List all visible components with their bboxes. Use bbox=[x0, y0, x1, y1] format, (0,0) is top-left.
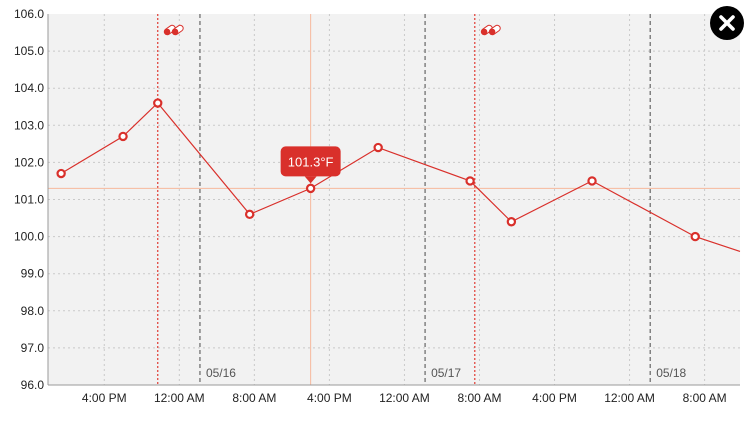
y-tick-label: 100.0 bbox=[14, 230, 44, 244]
x-tick-label: 12:00 AM bbox=[604, 391, 655, 405]
pill-capsule-half bbox=[489, 28, 496, 35]
tooltip-box bbox=[280, 146, 341, 177]
x-tick-label: 4:00 PM bbox=[532, 391, 577, 405]
x-tick-label: 8:00 AM bbox=[232, 391, 276, 405]
y-tick-label: 96.0 bbox=[21, 378, 45, 392]
data-point bbox=[153, 98, 163, 108]
pill-capsule bbox=[480, 24, 493, 36]
crosshair bbox=[48, 14, 740, 385]
x-tick-label: 12:00 AM bbox=[379, 391, 430, 405]
x-tick-label: 12:00 AM bbox=[154, 391, 205, 405]
data-point bbox=[244, 209, 255, 220]
close-icon bbox=[719, 15, 735, 31]
data-point bbox=[56, 168, 66, 179]
data-point bbox=[690, 231, 700, 242]
y-tick-label: 105.0 bbox=[14, 44, 44, 58]
y-tick-label: 103.0 bbox=[14, 118, 44, 132]
x-tick-label: 8:00 AM bbox=[457, 391, 501, 405]
grid bbox=[48, 14, 740, 385]
day-marker-label: 05/17 bbox=[431, 366, 461, 380]
pill-capsule-half bbox=[481, 28, 488, 35]
data-point bbox=[587, 176, 597, 186]
close-button[interactable] bbox=[710, 6, 744, 40]
vertical-markers: 05/16 05/17 05/18 bbox=[157, 14, 687, 385]
pill-capsule bbox=[171, 24, 184, 36]
data-point bbox=[118, 131, 128, 142]
y-tick-label: 98.0 bbox=[21, 304, 45, 318]
pill-capsule bbox=[163, 24, 176, 36]
data-point bbox=[506, 217, 517, 227]
x-tick-label: 8:00 AM bbox=[683, 391, 727, 405]
pill-capsule-half bbox=[164, 28, 171, 35]
data-point bbox=[305, 183, 316, 194]
series bbox=[56, 98, 741, 252]
data-point bbox=[373, 142, 383, 153]
tooltip-value: 101.3°F bbox=[288, 154, 334, 169]
y-tick-label: 102.0 bbox=[14, 155, 44, 169]
pill-icon bbox=[163, 24, 184, 36]
y-tick-label: 97.0 bbox=[21, 341, 45, 355]
y-tick-label: 106.0 bbox=[14, 7, 44, 21]
pill-capsule bbox=[488, 24, 501, 36]
data-point bbox=[465, 176, 475, 186]
pill-icon bbox=[480, 24, 501, 36]
pill-capsule-half bbox=[172, 28, 179, 35]
y-tick-label: 99.0 bbox=[21, 267, 45, 281]
axes: 106.0 105.0 104.0 103.0 102.0 101.0 100.0 99.0 9… bbox=[14, 7, 740, 405]
day-marker-label: 05/18 bbox=[656, 366, 686, 380]
x-tick-label: 4:00 PM bbox=[307, 391, 352, 405]
tooltip: 101.3°F bbox=[280, 146, 341, 184]
tooltip-pointer bbox=[304, 176, 317, 184]
day-marker-label: 05/16 bbox=[206, 366, 236, 380]
y-tick-label: 101.0 bbox=[14, 193, 44, 207]
x-tick-label: 4:00 PM bbox=[82, 391, 127, 405]
y-tick-label: 104.0 bbox=[14, 81, 44, 95]
